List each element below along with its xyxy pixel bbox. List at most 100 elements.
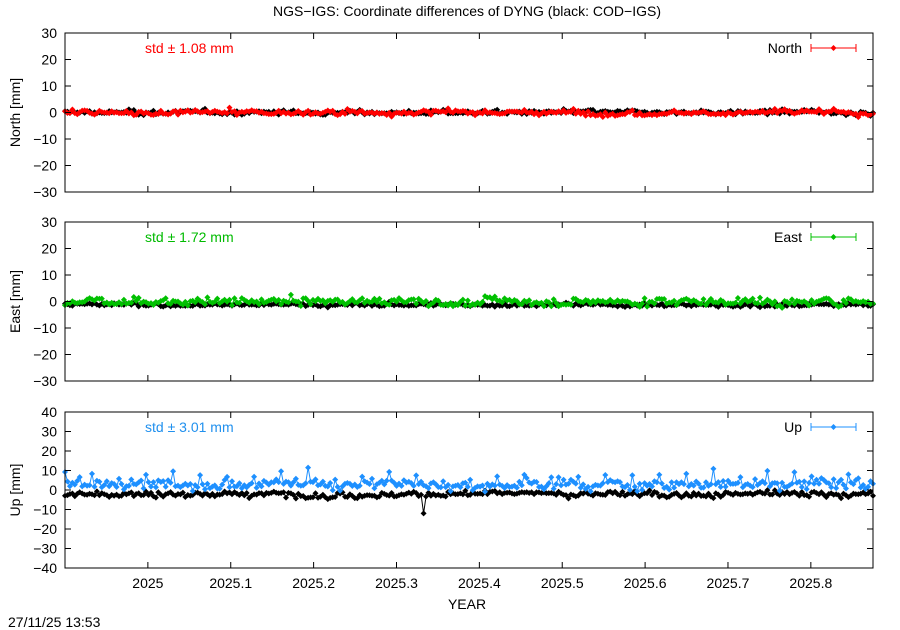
up-y-tick-label: −20 (33, 521, 57, 537)
up-point (327, 480, 334, 486)
up-point (371, 485, 378, 492)
up-point (749, 484, 756, 491)
x-tick-label: 2025 (132, 575, 163, 591)
up-point (624, 482, 631, 488)
up-point (764, 467, 771, 474)
east-legend: East (774, 229, 857, 245)
east-point (843, 300, 849, 307)
up-point (337, 487, 344, 494)
up-point (332, 494, 339, 500)
up-point (152, 494, 159, 501)
up-point (555, 474, 562, 481)
up-point (796, 478, 803, 485)
up-point (513, 484, 520, 491)
up-point (187, 481, 194, 487)
north-point (226, 104, 233, 111)
up-point (828, 484, 835, 491)
x-tick-label: 2025.4 (458, 575, 501, 591)
up-point (617, 479, 623, 486)
east-point (526, 297, 533, 304)
east-point (749, 295, 756, 302)
north-y-tick-label: −20 (33, 158, 57, 174)
east-point (464, 297, 471, 304)
north-series-ngs (62, 104, 876, 121)
up-point (305, 464, 312, 471)
up-std-annotation: std ± 3.01 mm (145, 419, 234, 435)
up-point (838, 495, 845, 502)
up-y-tick-label: 10 (41, 463, 57, 479)
east-y-tick-label: −20 (33, 347, 57, 363)
up-point (381, 481, 388, 488)
up-point (617, 492, 623, 499)
up-series-cod (62, 487, 876, 517)
x-tick-label: 2025.5 (541, 575, 584, 591)
up-point (86, 482, 93, 489)
up-point (442, 493, 449, 500)
up-point (89, 470, 95, 477)
up-point (737, 474, 744, 481)
up-point (671, 484, 678, 491)
up-point (599, 480, 606, 487)
east-point (545, 299, 552, 306)
x-tick-label: 2025.7 (707, 575, 750, 591)
east-legend-marker (830, 234, 837, 240)
east-std-annotation: std ± 1.72 mm (145, 229, 234, 245)
up-point (479, 482, 486, 489)
up-point (128, 476, 135, 483)
up-point (143, 471, 149, 478)
up-point (855, 475, 862, 482)
east-series-ngs (62, 291, 876, 311)
north-point (855, 114, 862, 121)
east-point (204, 294, 211, 301)
up-point (334, 483, 341, 490)
east-point (256, 301, 262, 308)
east-point (184, 302, 191, 309)
up-point (467, 476, 474, 483)
up-point (66, 483, 73, 490)
east-point (700, 296, 707, 303)
up-point (378, 477, 385, 484)
east-point (838, 302, 845, 309)
east-point (661, 296, 668, 302)
up-point (292, 495, 299, 502)
up-point (811, 480, 818, 487)
north-point (442, 109, 449, 116)
up-point (437, 484, 444, 491)
east-point (118, 301, 125, 308)
up-point (302, 480, 309, 487)
up-point (150, 479, 157, 486)
up-point (440, 478, 447, 485)
east-point (491, 293, 498, 300)
up-point (93, 488, 100, 495)
up-point (113, 484, 120, 490)
up-point (803, 486, 810, 493)
up-point (668, 479, 675, 486)
up-y-tick-label: −10 (33, 502, 57, 518)
up-point (518, 482, 525, 489)
up-point (420, 510, 427, 517)
east-point (413, 300, 420, 307)
up-point (204, 480, 211, 487)
east-point (376, 295, 383, 302)
up-point (329, 487, 336, 494)
up-point (410, 482, 417, 489)
up-point (830, 476, 837, 483)
up-point (653, 489, 660, 496)
east-point (128, 299, 135, 306)
up-point (91, 483, 98, 490)
up-point (845, 471, 852, 478)
up-y-tick-label: −40 (33, 560, 57, 576)
up-point (167, 479, 174, 486)
up-y-tick-label: 0 (49, 482, 57, 498)
up-point (707, 481, 714, 488)
up-point (366, 481, 373, 487)
up-point (71, 481, 78, 488)
x-tick-label: 2025.2 (292, 575, 335, 591)
up-point (459, 491, 466, 498)
north-point (599, 114, 606, 120)
up-point (423, 493, 429, 500)
up-point (383, 477, 390, 484)
east-point (162, 295, 169, 302)
up-y-tick-label: 20 (41, 443, 57, 459)
east-point (479, 298, 486, 305)
